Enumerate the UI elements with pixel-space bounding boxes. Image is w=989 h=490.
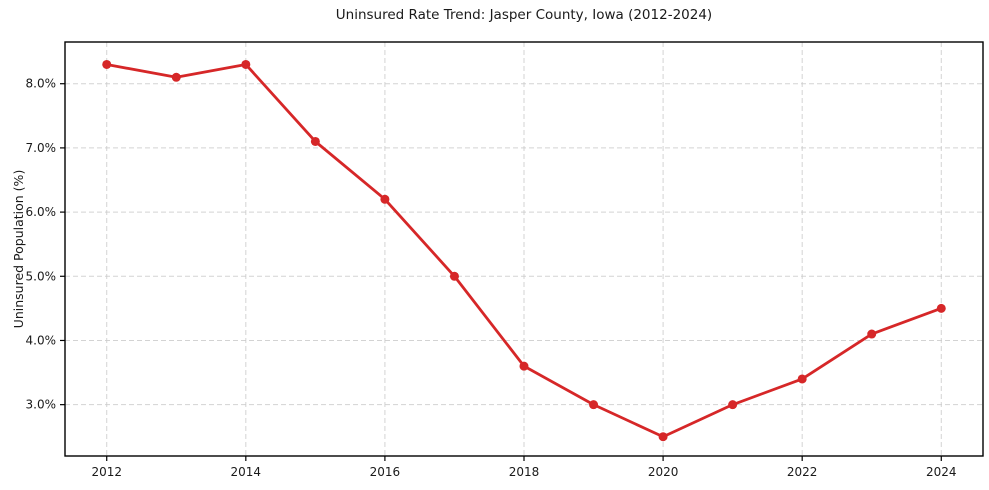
x-tick-label: 2018 <box>509 465 540 479</box>
data-point <box>519 361 529 371</box>
x-tick-label: 2012 <box>91 465 122 479</box>
data-point <box>171 72 181 82</box>
data-point <box>102 59 112 69</box>
data-point <box>380 194 390 204</box>
x-tick-label: 2016 <box>370 465 401 479</box>
data-point <box>797 374 807 384</box>
data-point <box>728 400 738 410</box>
data-point <box>310 136 320 146</box>
y-tick-label: 8.0% <box>26 77 57 91</box>
data-point <box>589 400 599 410</box>
y-tick-label: 7.0% <box>26 141 57 155</box>
chart-title: Uninsured Rate Trend: Jasper County, Iow… <box>335 7 713 23</box>
x-tick-label: 2022 <box>787 465 818 479</box>
data-point <box>241 59 251 69</box>
y-tick-label: 5.0% <box>26 269 57 283</box>
data-point <box>449 271 459 281</box>
y-tick-label: 3.0% <box>26 398 57 412</box>
data-point <box>936 303 946 313</box>
data-point <box>867 329 877 339</box>
data-point <box>658 432 668 442</box>
x-tick-label: 2020 <box>648 465 679 479</box>
plot-border <box>64 41 984 457</box>
y-tick-label: 4.0% <box>26 333 57 347</box>
x-tick-label: 2024 <box>926 465 957 479</box>
x-tick-label: 2014 <box>231 465 262 479</box>
y-tick-label: 6.0% <box>26 205 57 219</box>
